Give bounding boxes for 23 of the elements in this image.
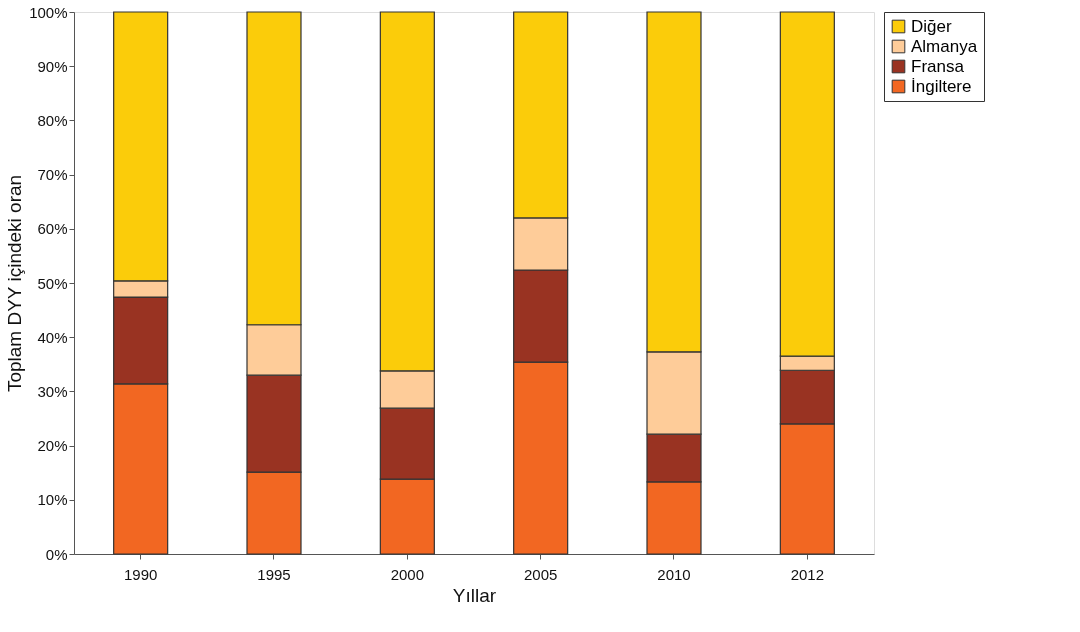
y-tick-label: 40% [37, 328, 68, 346]
y-tick-label: 70% [37, 166, 68, 184]
y-tick-label: 10% [37, 491, 68, 509]
legend-label: Diğer [911, 16, 952, 36]
y-tick-label: 90% [37, 57, 68, 75]
legend-label: İngiltere [911, 76, 972, 96]
x-tick-label: 2005 [523, 565, 558, 583]
x-tick-label: 2000 [390, 565, 425, 583]
y-tick-label: 50% [37, 274, 68, 292]
y-tick-label: 100% [29, 3, 68, 21]
y-tick-label: 30% [37, 382, 68, 400]
y-tick-label: 0% [45, 545, 68, 563]
x-tick-label: 1990 [123, 565, 158, 583]
y-tick-label: 80% [37, 111, 68, 129]
x-axis-title: Yıllar [452, 584, 497, 606]
x-tick-label: 2012 [790, 565, 825, 583]
y-axis-title: Toplam DYY içindeki oran [4, 174, 26, 393]
legend-label: Fransa [911, 56, 965, 76]
y-tick-label: 20% [37, 437, 68, 455]
y-tick-label: 60% [37, 220, 68, 238]
legend-label: Almanya [911, 36, 978, 56]
x-tick-label: 2010 [657, 565, 691, 583]
x-tick-label: 1995 [257, 565, 291, 583]
